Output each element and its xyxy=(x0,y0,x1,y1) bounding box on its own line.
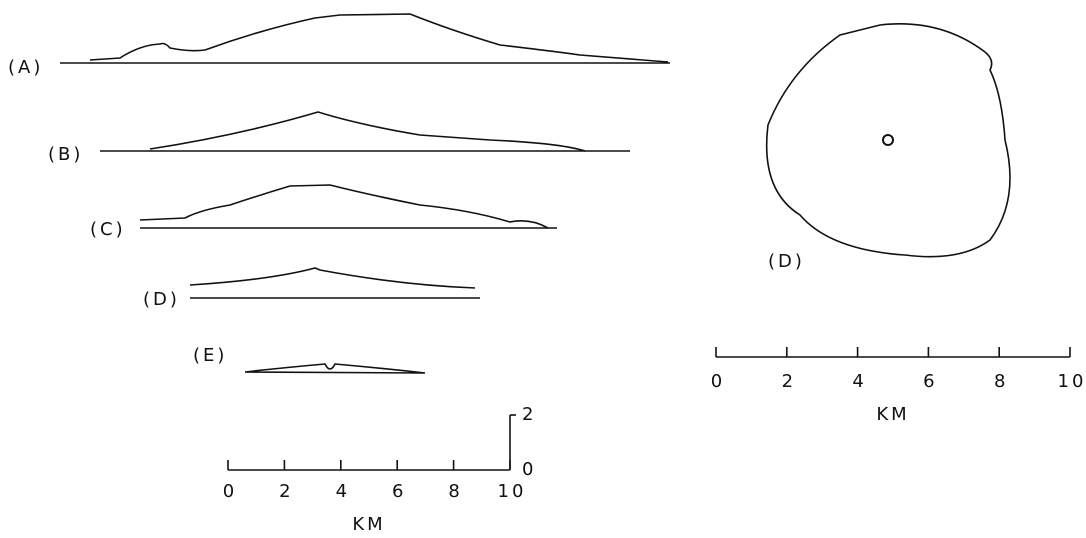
plan-label: (D) xyxy=(768,251,805,272)
scale-tick-label: 2 xyxy=(279,481,293,502)
scale-tick-label: 6 xyxy=(923,371,937,392)
scale-tick-label: 4 xyxy=(336,481,350,502)
scale-tick-label: 0 xyxy=(711,371,725,392)
scale-tick-label: 4 xyxy=(852,371,866,392)
profile xyxy=(189,267,476,289)
profile-label: (D) xyxy=(143,289,180,310)
plan-scale: 0 2 4 6 8 10 xyxy=(711,347,1086,392)
scale-tick-label: 10 xyxy=(1058,371,1086,392)
scale-tick-label: 10 xyxy=(498,481,527,502)
profile-label: (B) xyxy=(48,144,83,165)
scale-tick-label: 8 xyxy=(994,371,1008,392)
scale-tick-label: 0 xyxy=(223,481,237,502)
profile-label: (E) xyxy=(193,345,227,366)
profile xyxy=(244,363,426,374)
profile-scale: 0 2 4 6 8 10 xyxy=(223,460,527,502)
profile-label: (C) xyxy=(90,219,126,240)
vertical-tick-label: 0 xyxy=(522,459,536,480)
scale-unit: KM xyxy=(876,404,909,425)
vertical-tick-label: 2 xyxy=(522,404,536,425)
scale-tick-label: 8 xyxy=(448,481,462,502)
scale-tick-label: 2 xyxy=(782,371,796,392)
crater xyxy=(882,134,894,146)
profile xyxy=(149,111,586,152)
profile-label: (A) xyxy=(8,57,43,78)
profile xyxy=(89,13,669,63)
scale-tick-label: 6 xyxy=(392,481,406,502)
plan-outline xyxy=(765,23,1011,258)
scale-unit: KM xyxy=(352,514,385,535)
profile xyxy=(139,184,549,229)
